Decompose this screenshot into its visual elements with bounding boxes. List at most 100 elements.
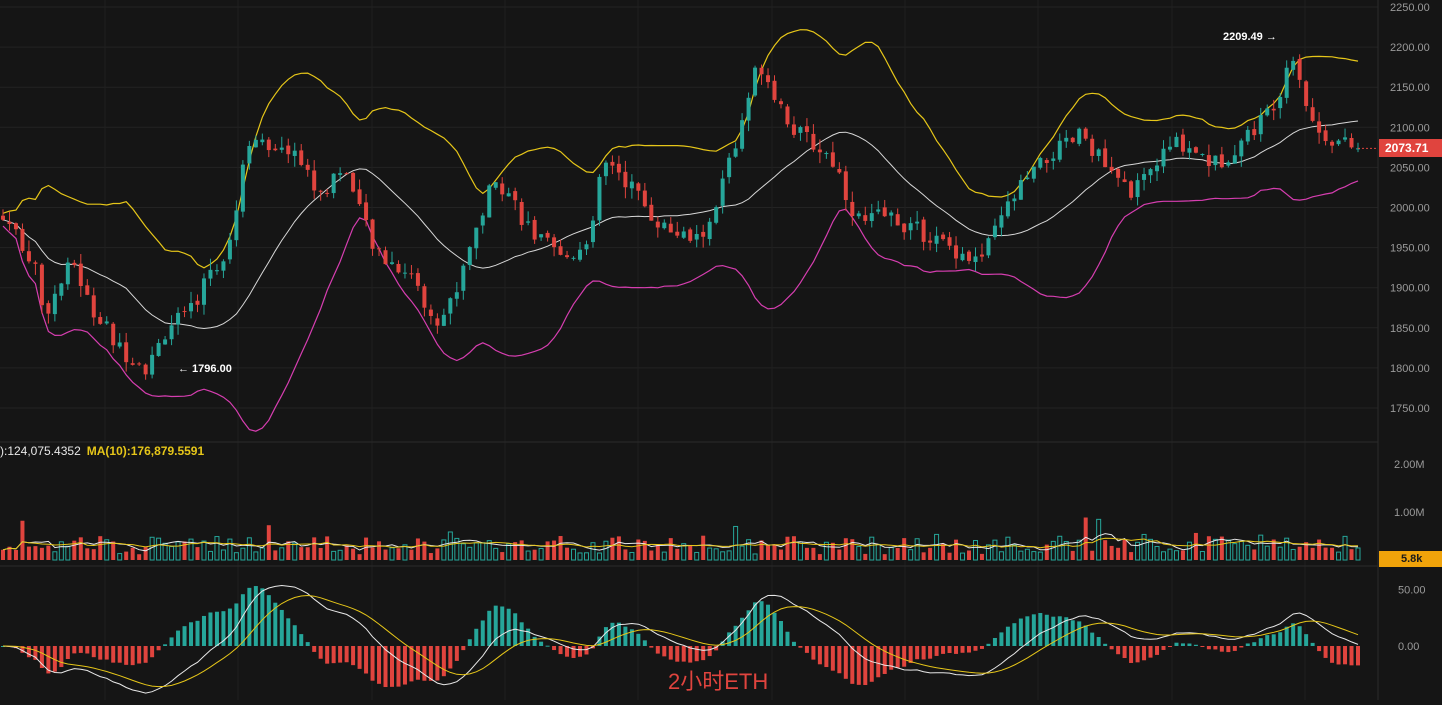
volume-bar (863, 553, 868, 560)
volume-bar (642, 540, 647, 560)
macd-histogram-bar (1135, 646, 1140, 663)
candle-body (389, 262, 394, 264)
volume-bar (565, 547, 570, 560)
macd-histogram-bar (584, 646, 589, 655)
volume-bar (493, 547, 499, 561)
candle-body (1336, 140, 1341, 145)
volume-bar (233, 552, 239, 561)
volume-bar (1173, 550, 1179, 561)
macd-histogram-bar (1005, 626, 1010, 646)
volume-bar (921, 552, 926, 560)
macd-histogram-bar (1343, 646, 1348, 665)
candle-body (1219, 154, 1224, 168)
volume-last-tag: 5.8k (1379, 551, 1442, 567)
volume-bar (1323, 547, 1328, 560)
candle-body (1155, 165, 1160, 172)
macd-histogram-bar (1187, 643, 1192, 646)
candle-body (1025, 177, 1030, 180)
volume-bar (596, 552, 602, 561)
volume-bar (351, 548, 356, 560)
volume-bar (1245, 544, 1251, 561)
macd-histogram-bar (59, 646, 64, 668)
candle-body (629, 181, 634, 189)
candle-body (979, 254, 984, 257)
candle-body (856, 213, 861, 217)
candle-body (1226, 162, 1231, 166)
macd-histogram-bar (1310, 642, 1315, 646)
candle-body (260, 139, 265, 143)
macd-histogram-bar (1258, 638, 1263, 646)
candle-body (344, 173, 349, 175)
volume-bar (817, 554, 822, 560)
volume-bar (467, 546, 473, 561)
volume-bar (545, 541, 550, 560)
macd-histogram-bar (941, 646, 946, 654)
candle-body (992, 225, 997, 238)
candle-body (117, 342, 122, 347)
macd-histogram-bar (766, 604, 771, 646)
macd-histogram-bar (1038, 613, 1043, 646)
macd-histogram-bar (111, 646, 116, 663)
candle-body (325, 192, 330, 194)
candle-body (266, 139, 271, 151)
candle-body (791, 124, 796, 135)
candle-body (214, 270, 219, 272)
volume-bar (1186, 541, 1192, 561)
volume-bar (318, 547, 323, 560)
macd-histogram-bar (344, 646, 349, 663)
volume-bar (305, 547, 310, 560)
candle-body (279, 147, 284, 150)
candle-body (1109, 166, 1114, 171)
macd-histogram-bar (565, 646, 570, 657)
candle-body (253, 139, 258, 148)
macd-histogram-bar (1057, 616, 1062, 646)
macd-histogram-bar (1193, 644, 1198, 646)
macd-histogram-bar (992, 637, 997, 646)
candle-body (811, 133, 816, 150)
macd-histogram-bar (428, 646, 433, 681)
candle-body (428, 309, 433, 316)
candle-body (714, 207, 719, 223)
volume-bar (500, 552, 505, 560)
volume-bar (117, 553, 123, 561)
candle-body (1103, 148, 1108, 168)
candle-body (156, 342, 161, 356)
volume-bar (111, 541, 116, 560)
volume-bar (299, 547, 304, 560)
candle-body (947, 237, 952, 246)
macd-histogram-bar (642, 640, 647, 646)
volume-bar (1044, 544, 1049, 560)
macd-histogram-bar (33, 646, 38, 660)
macd-histogram-bar (1252, 642, 1257, 646)
macd-histogram-bar (863, 646, 868, 686)
macd-histogram-bar (902, 646, 907, 667)
candle-body (1174, 136, 1179, 148)
volume-bar (941, 543, 946, 560)
candle-body (526, 221, 531, 223)
volume-bar (590, 542, 596, 561)
macd-histogram-bar (1064, 617, 1069, 646)
macd-histogram-bar (292, 625, 297, 646)
candle-body (882, 207, 887, 217)
volume-bar (843, 538, 848, 560)
macd-histogram-bar (435, 646, 440, 681)
volume-bar (797, 541, 803, 561)
macd-histogram-bar (214, 611, 219, 646)
macd-histogram-bar (623, 626, 628, 646)
candle-body (78, 263, 83, 286)
macd-histogram-bar (1278, 632, 1283, 646)
macd-histogram-bar (1284, 626, 1289, 646)
volume-bar (1031, 551, 1037, 561)
candle-body (201, 278, 206, 305)
volume-bar (1057, 535, 1063, 561)
candle-body (461, 265, 466, 291)
volume-bar (175, 541, 181, 561)
volume-bar (188, 538, 194, 561)
macd-histogram-bar (299, 634, 304, 646)
volume-bar (480, 542, 486, 561)
candle-body (46, 303, 51, 314)
volume-bar (1148, 538, 1154, 561)
volume-bar (830, 542, 835, 560)
candle-body (506, 193, 511, 197)
volume-bar (558, 536, 563, 560)
